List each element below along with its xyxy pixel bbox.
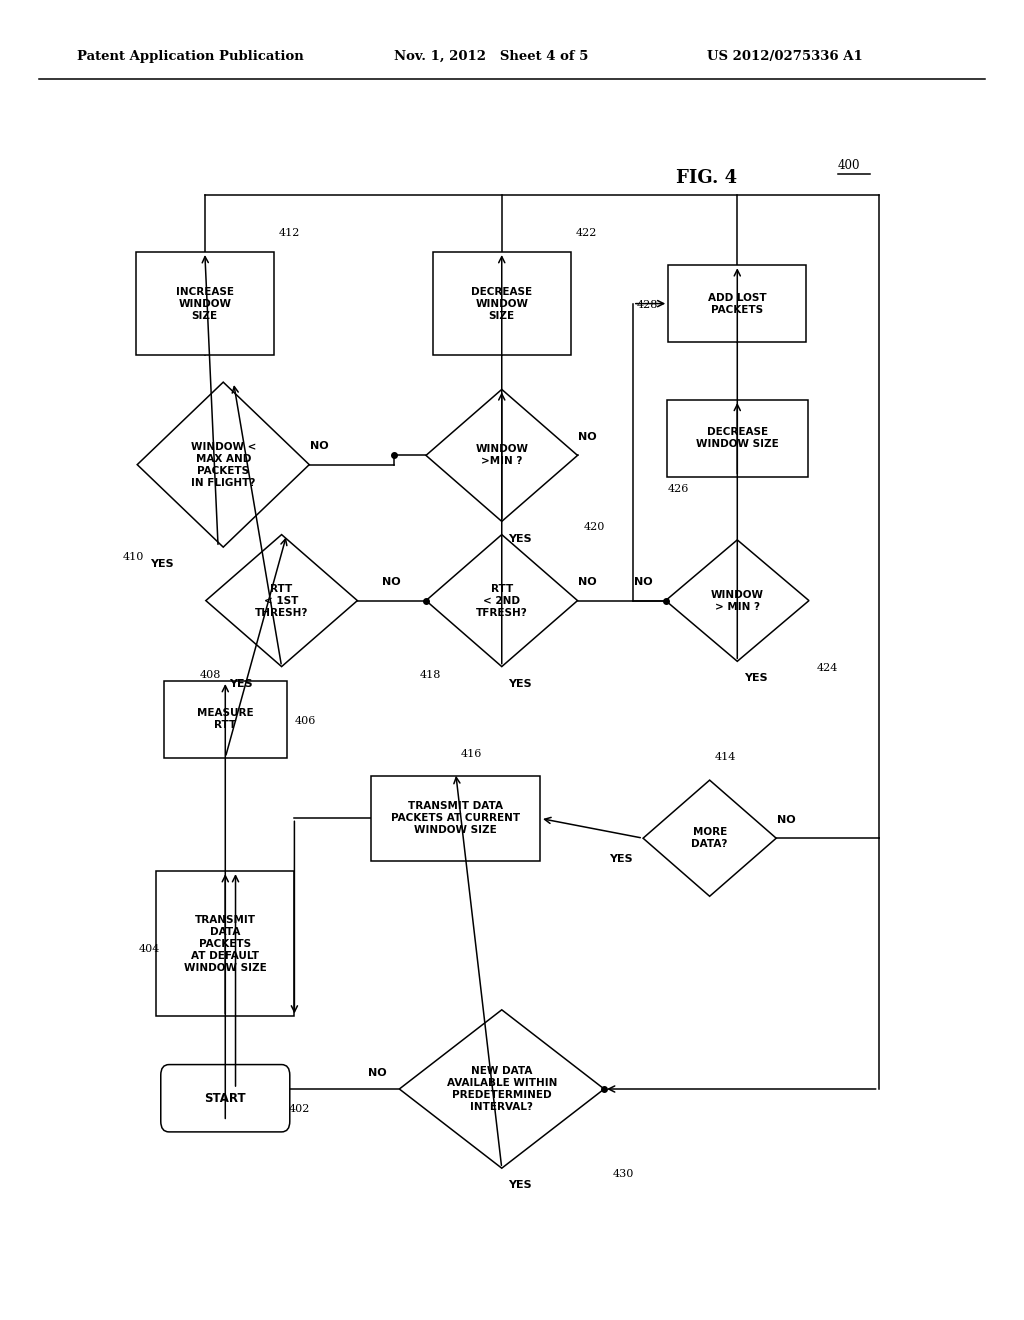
Text: 428: 428 [637, 300, 658, 310]
Text: 418: 418 [420, 669, 441, 680]
Text: RTT
< 1ST
THRESH?: RTT < 1ST THRESH? [255, 583, 308, 618]
Polygon shape [643, 780, 776, 896]
Text: RTT
< 2ND
TFRESH?: RTT < 2ND TFRESH? [476, 583, 527, 618]
Text: NO: NO [310, 441, 329, 451]
Text: 426: 426 [668, 483, 689, 494]
Text: YES: YES [150, 560, 174, 569]
Bar [156, 871, 295, 1016]
Text: FIG. 4: FIG. 4 [676, 169, 737, 187]
Text: 430: 430 [612, 1168, 634, 1179]
Bar [432, 252, 571, 355]
Text: 412: 412 [279, 227, 300, 238]
Text: 400: 400 [838, 158, 860, 172]
Text: TRANSMIT
DATA
PACKETS
AT DEFAULT
WINDOW SIZE: TRANSMIT DATA PACKETS AT DEFAULT WINDOW … [184, 915, 266, 973]
Text: YES: YES [508, 678, 532, 689]
Bar [135, 252, 274, 355]
Text: 414: 414 [715, 751, 736, 762]
Text: WINDOW
> MIN ?: WINDOW > MIN ? [711, 590, 764, 611]
Text: ADD LOST
PACKETS: ADD LOST PACKETS [708, 293, 767, 314]
Text: YES: YES [608, 854, 633, 865]
Text: 424: 424 [817, 663, 839, 673]
Text: YES: YES [228, 678, 253, 689]
Bar [371, 776, 541, 861]
Text: INCREASE
WINDOW
SIZE: INCREASE WINDOW SIZE [176, 286, 233, 321]
Text: NO: NO [579, 432, 597, 442]
Text: YES: YES [508, 533, 532, 544]
Text: YES: YES [508, 1180, 532, 1191]
Bar [164, 681, 287, 758]
Text: 404: 404 [138, 944, 160, 954]
Polygon shape [426, 389, 578, 521]
Text: TRANSMIT DATA
PACKETS AT CURRENT
WINDOW SIZE: TRANSMIT DATA PACKETS AT CURRENT WINDOW … [391, 801, 520, 836]
Text: 410: 410 [123, 552, 144, 562]
Text: NO: NO [777, 814, 796, 825]
Text: DECREASE
WINDOW SIZE: DECREASE WINDOW SIZE [696, 428, 778, 449]
Text: NO: NO [368, 1068, 386, 1078]
Text: 406: 406 [295, 715, 316, 726]
Text: 420: 420 [584, 521, 605, 532]
Polygon shape [399, 1010, 604, 1168]
Polygon shape [666, 540, 809, 661]
Bar [668, 265, 807, 342]
Text: NEW DATA
AVAILABLE WITHIN
PREDETERMINED
INTERVAL?: NEW DATA AVAILABLE WITHIN PREDETERMINED … [446, 1067, 557, 1111]
Text: MEASURE
RTT: MEASURE RTT [197, 709, 254, 730]
FancyBboxPatch shape [161, 1064, 290, 1131]
Text: NO: NO [579, 577, 597, 587]
Text: START: START [205, 1092, 246, 1105]
Text: US 2012/0275336 A1: US 2012/0275336 A1 [707, 50, 862, 63]
Text: WINDOW <
MAX AND
PACKETS
IN FLIGHT?: WINDOW < MAX AND PACKETS IN FLIGHT? [190, 442, 256, 487]
Polygon shape [206, 535, 357, 667]
Text: WINDOW
>MIN ?: WINDOW >MIN ? [475, 445, 528, 466]
Text: 402: 402 [289, 1104, 310, 1114]
Text: 416: 416 [461, 748, 482, 759]
Text: MORE
DATA?: MORE DATA? [691, 828, 728, 849]
Polygon shape [426, 535, 578, 667]
Text: Nov. 1, 2012   Sheet 4 of 5: Nov. 1, 2012 Sheet 4 of 5 [394, 50, 589, 63]
Text: NO: NO [382, 577, 401, 587]
Text: 422: 422 [575, 227, 597, 238]
Text: NO: NO [634, 577, 652, 587]
Text: YES: YES [743, 673, 768, 684]
Text: DECREASE
WINDOW
SIZE: DECREASE WINDOW SIZE [471, 286, 532, 321]
Bar [667, 400, 808, 477]
Text: 408: 408 [200, 669, 221, 680]
Polygon shape [137, 383, 309, 546]
Text: Patent Application Publication: Patent Application Publication [77, 50, 303, 63]
